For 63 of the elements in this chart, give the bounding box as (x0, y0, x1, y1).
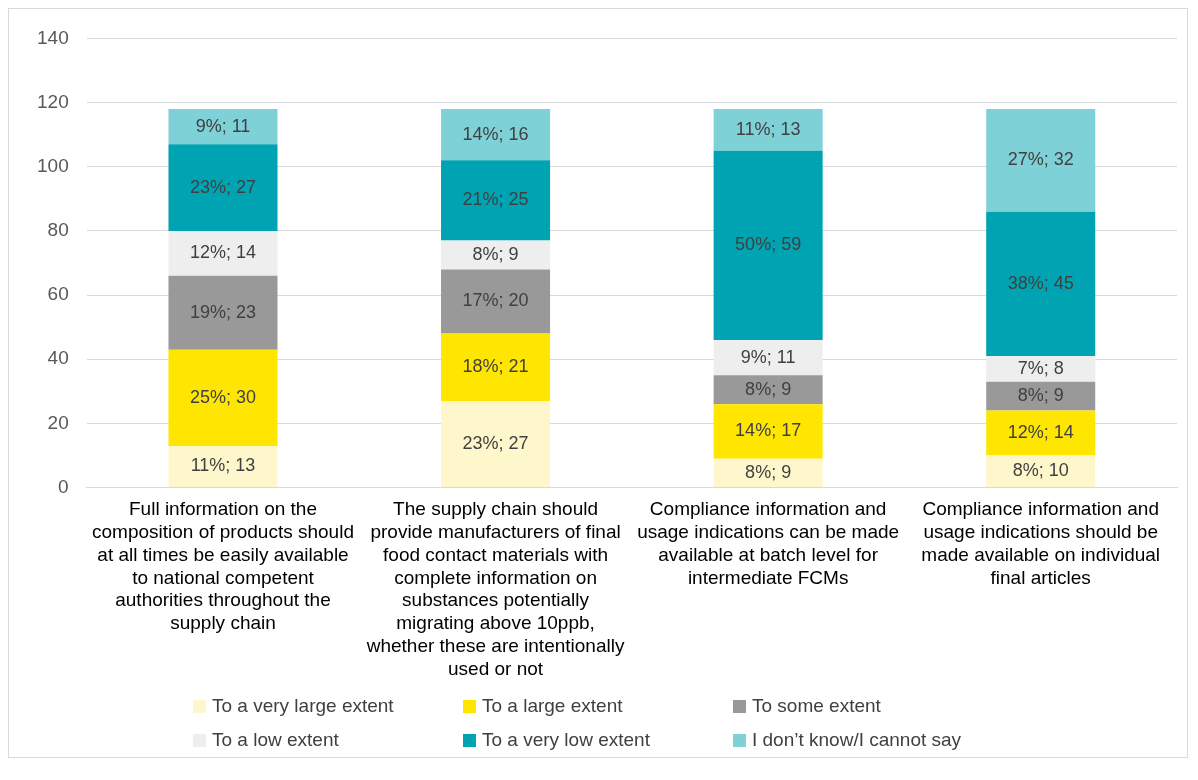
bar (986, 211, 1096, 357)
bar (441, 108, 551, 161)
bar (441, 160, 551, 241)
bar (441, 333, 551, 401)
y-tick-label: 140 (37, 26, 69, 48)
y-tick-label: 0 (58, 475, 69, 497)
y-tick-label: 40 (47, 347, 69, 369)
data-label: 7%; 8 (1017, 357, 1064, 378)
legend-label: To a very low extent (482, 729, 650, 751)
data-label: 19%; 23 (189, 301, 257, 322)
bar (986, 381, 1096, 411)
data-label: 14%; 16 (462, 123, 529, 144)
data-label: 8%; 9 (472, 243, 519, 264)
y-tick-label: 100 (37, 154, 69, 176)
x-tick-label: Compliance information and usage indications should be made available on individual final articles (921, 498, 1161, 588)
bar (168, 275, 278, 350)
y-tick-label: 120 (37, 90, 69, 112)
legend-label: To a very large extent (212, 695, 394, 717)
bar (168, 108, 278, 145)
bar (713, 150, 823, 341)
bar (168, 445, 278, 488)
y-tick-label: 20 (47, 411, 69, 433)
bar (441, 269, 551, 334)
data-label: 8%; 10 (1012, 460, 1069, 481)
data-label: 11%; 13 (190, 455, 256, 476)
x-tick-label: The supply chain should provide manufacturers of final food contact materials with complete information on substances potentially migrating above 10ppb, whether these are intentionally used or not (365, 498, 625, 679)
data-label: 23%; 27 (189, 176, 257, 197)
bar (986, 108, 1096, 212)
x-tick-label: Full information on the composition of products should at all times be easily available to national competent authorities throughout the supply chain (92, 498, 354, 634)
data-label: 11%; 13 (735, 118, 801, 139)
legend-label: To a large extent (482, 695, 623, 717)
bar (713, 375, 823, 405)
bar (713, 108, 823, 151)
data-label: 50%; 59 (735, 234, 802, 255)
legend-label: I don’t know/I cannot say (752, 729, 962, 751)
legend-label: To some extent (752, 695, 881, 717)
y-tick-label: 60 (47, 283, 69, 305)
x-tick-label: Compliance information and usage indications can be made available at batch level for intermediate FCMs (637, 498, 900, 588)
data-label: 8%; 9 (745, 461, 792, 482)
data-label: 8%; 9 (1017, 385, 1064, 406)
data-label: 9%; 11 (740, 346, 796, 367)
bar (168, 349, 278, 446)
data-label: 8%; 9 (745, 378, 792, 399)
data-label: 38%; 45 (1007, 272, 1074, 293)
bar (986, 410, 1096, 456)
data-label: 17%; 20 (462, 290, 529, 311)
data-label: 12%; 14 (189, 242, 257, 263)
data-label: 23%; 27 (462, 433, 529, 453)
legend-label: To a low extent (212, 729, 339, 751)
y-tick-label: 80 (47, 219, 69, 241)
data-label: 25%; 30 (189, 386, 257, 407)
data-label: 14%; 17 (735, 420, 802, 441)
bar (168, 230, 278, 276)
data-label: 12%; 14 (1007, 422, 1074, 443)
bar (168, 144, 278, 231)
data-label: 27%; 32 (1007, 149, 1074, 170)
bar (441, 400, 551, 488)
bar (713, 340, 823, 376)
data-label: 18%; 21 (462, 356, 529, 377)
data-label: 21%; 25 (462, 189, 529, 210)
bar (986, 356, 1096, 382)
data-label: 9%; 11 (195, 115, 251, 136)
bar (713, 404, 823, 459)
